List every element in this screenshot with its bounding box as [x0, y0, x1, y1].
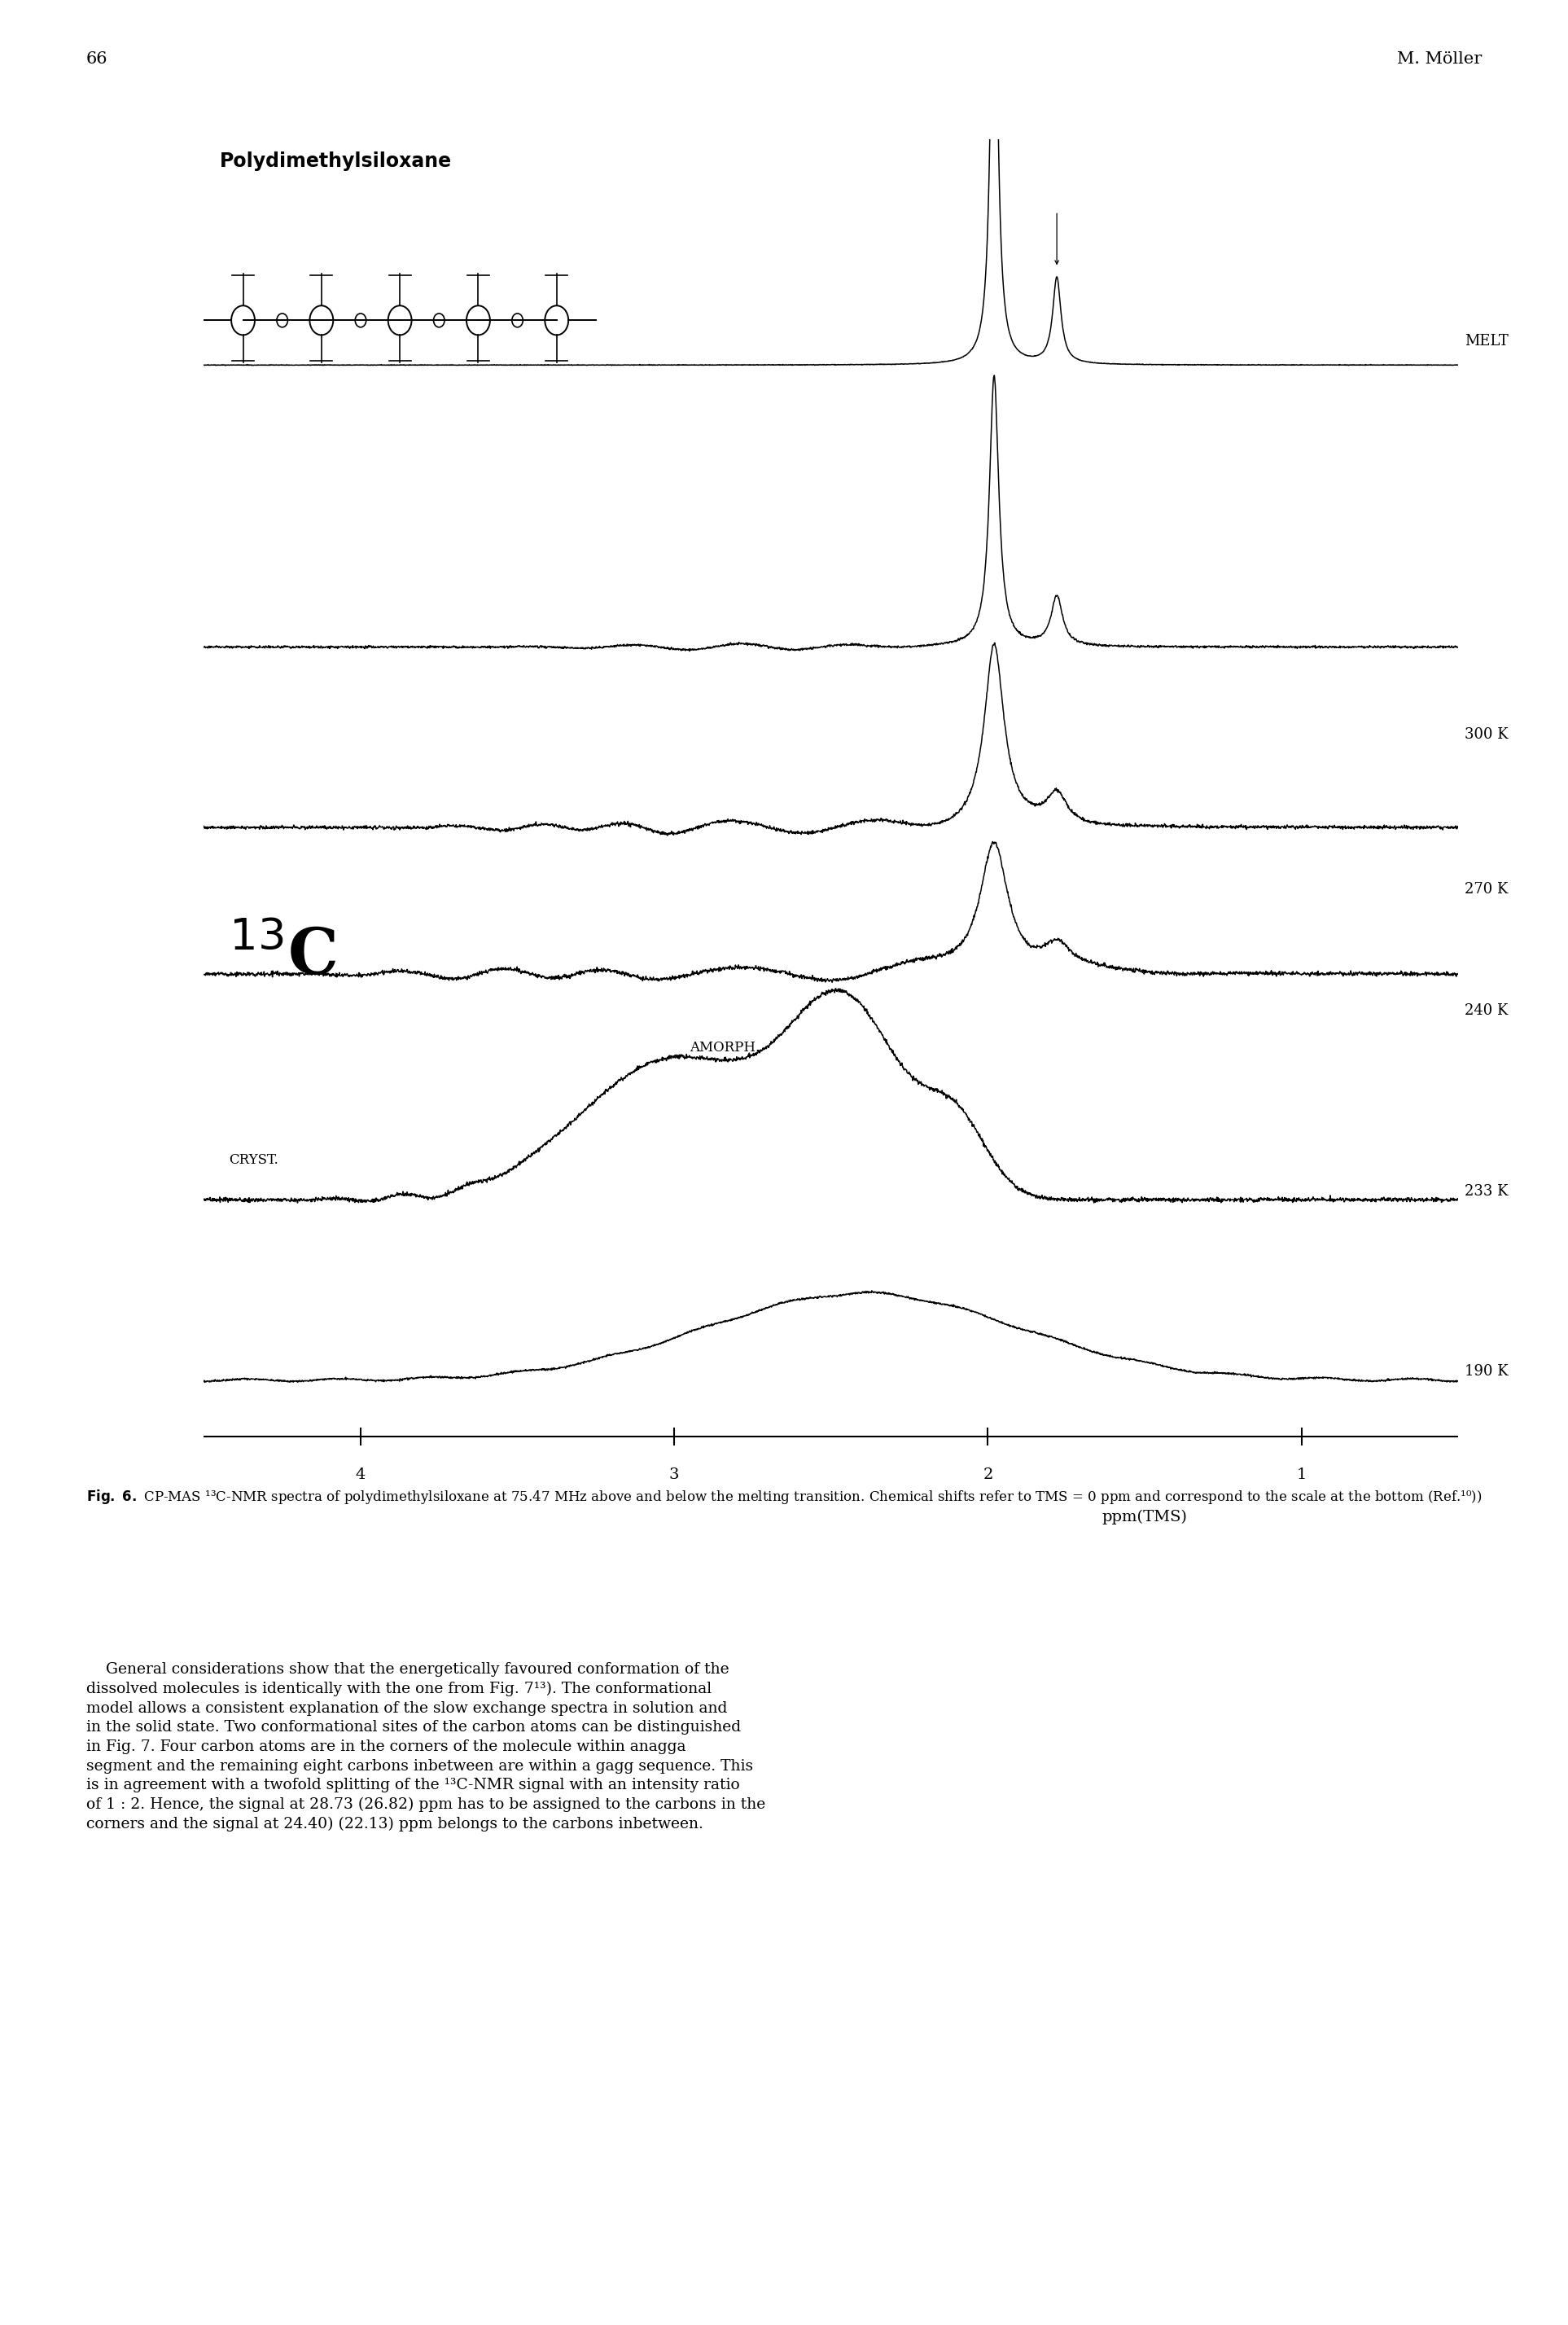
- Text: 190 K: 190 K: [1465, 1365, 1508, 1379]
- Text: 300 K: 300 K: [1465, 728, 1508, 742]
- Text: 240 K: 240 K: [1465, 1004, 1508, 1018]
- Text: 4: 4: [356, 1467, 365, 1483]
- Text: $\bf{Fig.\ 6.}$ CP-MAS ¹³C-NMR spectra of polydimethylsiloxane at 75.47 MHz abov: $\bf{Fig.\ 6.}$ CP-MAS ¹³C-NMR spectra o…: [86, 1488, 1482, 1507]
- Text: 3: 3: [670, 1467, 679, 1483]
- Text: $^{13}$C: $^{13}$C: [229, 925, 337, 988]
- Text: CRYST.: CRYST.: [229, 1153, 279, 1167]
- Text: M. Möller: M. Möller: [1397, 51, 1482, 67]
- Text: 66: 66: [86, 51, 108, 67]
- Text: 1: 1: [1297, 1467, 1306, 1483]
- Text: 2: 2: [983, 1467, 993, 1483]
- Text: AMORPH.: AMORPH.: [690, 1042, 760, 1053]
- Text: General considerations show that the energetically favoured conformation of the
: General considerations show that the ene…: [86, 1662, 765, 1832]
- Text: 270 K: 270 K: [1465, 881, 1508, 897]
- Text: ppm(TMS): ppm(TMS): [1102, 1509, 1187, 1525]
- Text: Polydimethylsiloxane: Polydimethylsiloxane: [220, 151, 452, 170]
- Text: MELT: MELT: [1465, 332, 1508, 349]
- Text: 233 K: 233 K: [1465, 1183, 1508, 1200]
